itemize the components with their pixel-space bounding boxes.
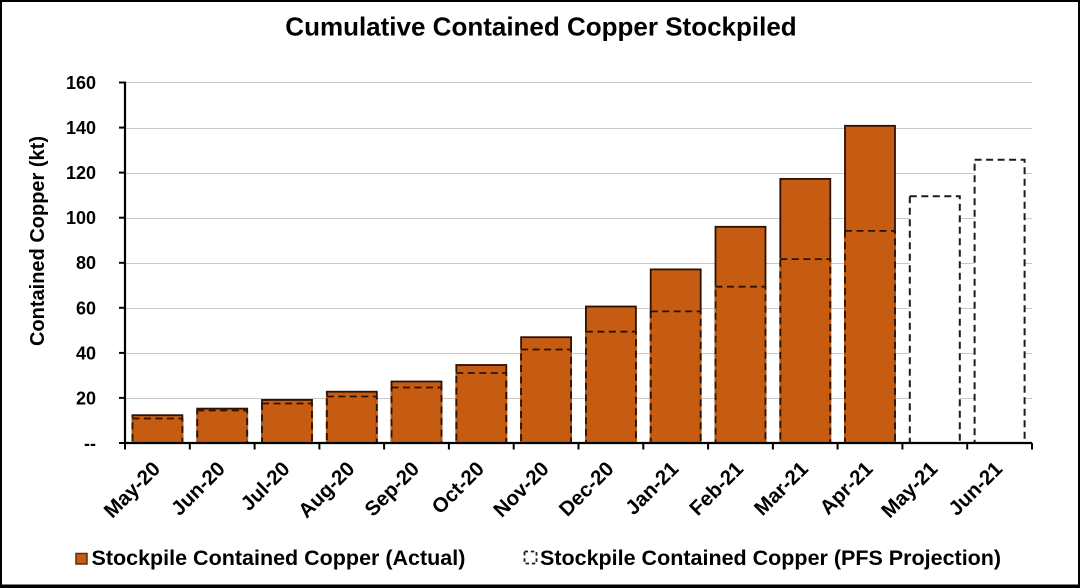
svg-text:80: 80 xyxy=(76,253,96,273)
svg-text:100: 100 xyxy=(66,208,96,228)
svg-text:160: 160 xyxy=(66,73,96,93)
svg-text:140: 140 xyxy=(66,118,96,138)
svg-text:20: 20 xyxy=(76,388,96,408)
svg-text:60: 60 xyxy=(76,298,96,318)
svg-text:40: 40 xyxy=(76,343,96,363)
svg-text:Contained Copper (kt): Contained Copper (kt) xyxy=(27,136,49,346)
svg-text:Cumulative Contained Copper St: Cumulative Contained Copper Stockpiled xyxy=(285,11,796,41)
svg-text:Stockpile Contained Copper (Ac: Stockpile Contained Copper (Actual) xyxy=(92,546,466,570)
svg-text:Stockpile Contained Copper (PF: Stockpile Contained Copper (PFS Projecti… xyxy=(540,546,1001,570)
svg-text:--: -- xyxy=(84,434,96,454)
svg-text:120: 120 xyxy=(66,163,96,183)
